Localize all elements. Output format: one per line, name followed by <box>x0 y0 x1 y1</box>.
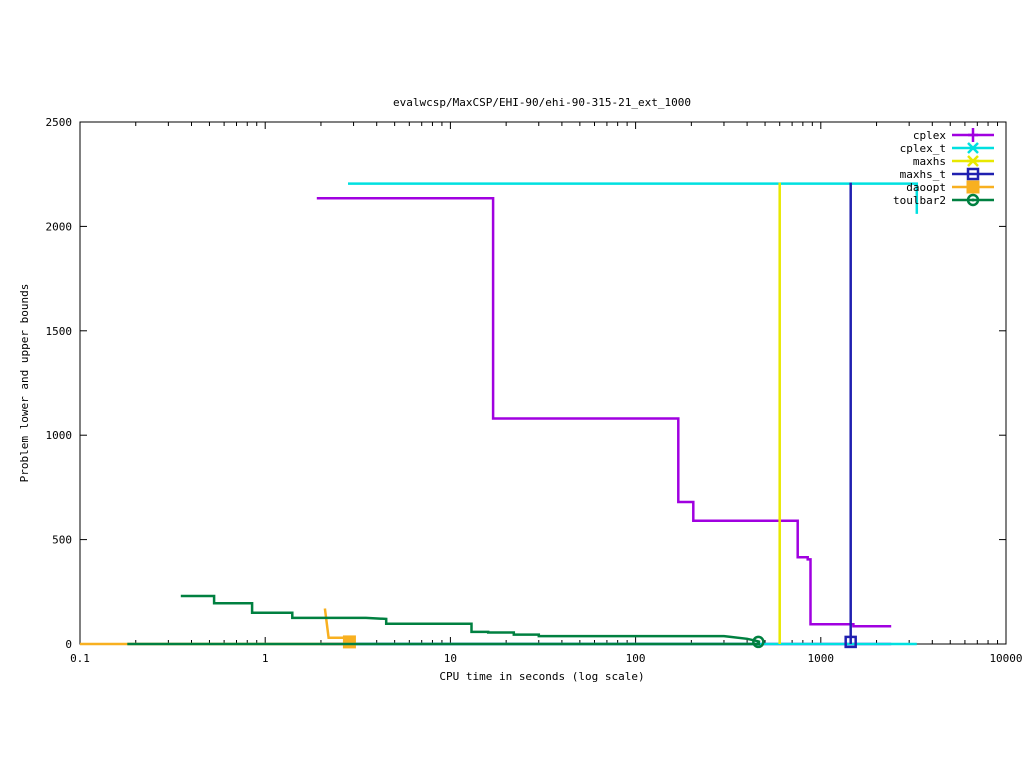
legend-label-cplex: cplex <box>913 129 946 142</box>
series-daoopt <box>80 608 356 649</box>
legend-item-cplex-t: cplex_t <box>900 142 994 155</box>
series-cplex-t <box>348 182 919 646</box>
legend-label-daoopt: daoopt <box>906 181 946 194</box>
legend-marker-daoopt <box>966 180 980 194</box>
legend-marker-cplex <box>968 128 978 142</box>
legend-marker-maxhs-t <box>966 167 980 181</box>
series-toulbar2 <box>127 594 765 649</box>
legend-item-maxhs: maxhs <box>913 155 994 168</box>
legend-marker-toulbar2 <box>966 193 980 207</box>
x-tick-label: 0.1 <box>70 652 90 665</box>
series-daoopt-marker <box>342 635 356 649</box>
legend-marker-cplex-t <box>967 142 979 154</box>
legend-item-daoopt: daoopt <box>906 180 994 194</box>
y-axis-label: Problem lower and upper bounds <box>18 284 31 483</box>
x-tick-label: 1 <box>262 652 269 665</box>
legend-label-cplex-t: cplex_t <box>900 142 946 155</box>
series-toulbar2-marker-center <box>756 640 760 644</box>
plot-frame <box>79 121 1007 645</box>
legend-marker-toulbar2-center <box>971 198 975 202</box>
y-tick-label: 500 <box>52 534 72 547</box>
legend-label-maxhs: maxhs <box>913 155 946 168</box>
y-tick-label: 2500 <box>46 116 73 129</box>
legend-item-cplex: cplex <box>913 128 994 142</box>
y-tick-label: 2000 <box>46 220 73 233</box>
series-layer <box>80 182 919 649</box>
y-tick-label: 1500 <box>46 325 73 338</box>
x-tick-label: 10 <box>444 652 457 665</box>
axes <box>79 121 1007 645</box>
legend-item-toulbar2: toulbar2 <box>893 193 994 207</box>
chart-title: evalwcsp/MaxCSP/EHI-90/ehi-90-315-21_ext… <box>393 96 691 109</box>
series-maxhs-t-marker <box>844 635 857 649</box>
legend-label-toulbar2: toulbar2 <box>893 194 946 207</box>
legend-item-maxhs-t: maxhs_t <box>900 167 994 181</box>
series-toulbar2-line <box>180 594 761 644</box>
y-tick-label: 0 <box>65 638 72 651</box>
legend-label-maxhs-t: maxhs_t <box>900 168 946 181</box>
series-cplex-line <box>316 196 892 628</box>
x-tick-label: 100 <box>626 652 646 665</box>
series-cplex <box>316 196 892 646</box>
series-toulbar2-marker <box>752 635 765 649</box>
ticks: 0.1 1 10 100 1000 10000 0 500 1000 1500 2000 2500 <box>46 116 1023 665</box>
y-tick-label: 1000 <box>46 429 73 442</box>
series-cplex-t-line <box>348 182 919 214</box>
series-maxhs-t <box>844 182 857 649</box>
legend-marker-maxhs <box>967 155 979 167</box>
x-axis-label: CPU time in seconds (log scale) <box>439 670 644 683</box>
x-tick-label: 10000 <box>989 652 1022 665</box>
x-tick-label: 1000 <box>808 652 835 665</box>
